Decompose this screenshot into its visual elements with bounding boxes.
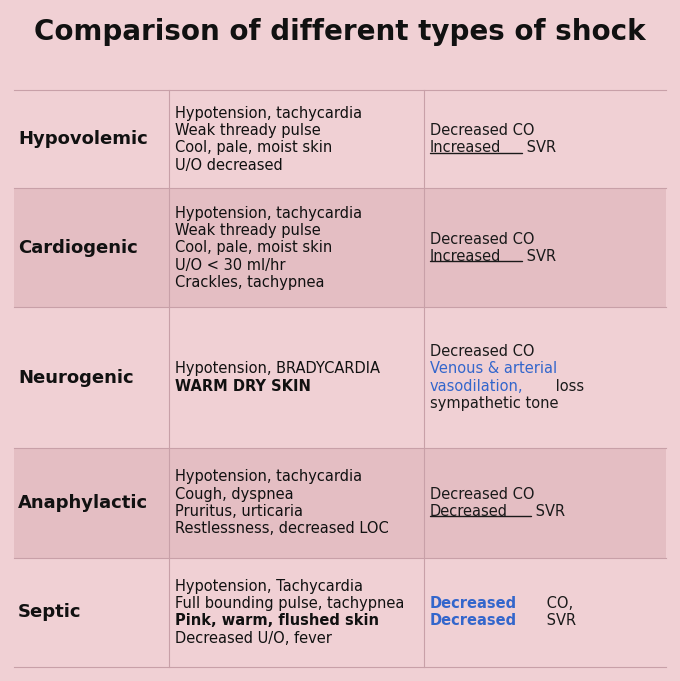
Text: Pink, warm, flushed skin: Pink, warm, flushed skin: [175, 614, 379, 629]
Bar: [14, 558, 666, 667]
Text: Weak thready pulse: Weak thready pulse: [175, 123, 321, 138]
Text: U/O < 30 ml/hr: U/O < 30 ml/hr: [175, 257, 286, 272]
Text: Decreased CO: Decreased CO: [430, 344, 534, 359]
Bar: [14, 307, 666, 448]
Text: SVR: SVR: [522, 140, 556, 155]
Text: Hypovolemic: Hypovolemic: [18, 130, 148, 148]
Text: Increased: Increased: [430, 140, 501, 155]
Text: Comparison of different types of shock: Comparison of different types of shock: [34, 18, 646, 46]
Text: Decreased: Decreased: [430, 614, 517, 629]
Text: Cool, pale, moist skin: Cool, pale, moist skin: [175, 240, 333, 255]
Text: Restlessness, decreased LOC: Restlessness, decreased LOC: [175, 522, 389, 537]
Bar: [14, 448, 666, 558]
Text: U/O decreased: U/O decreased: [175, 158, 283, 173]
Text: Pruritus, urticaria: Pruritus, urticaria: [175, 504, 303, 519]
Text: vasodilation,: vasodilation,: [430, 379, 524, 394]
Text: Hypotension, Tachycardia: Hypotension, Tachycardia: [175, 579, 363, 594]
Text: Hypotension, tachycardia: Hypotension, tachycardia: [175, 469, 362, 484]
Text: Crackles, tachypnea: Crackles, tachypnea: [175, 275, 324, 290]
Text: Decreased CO: Decreased CO: [430, 232, 534, 247]
Text: Full bounding pulse, tachypnea: Full bounding pulse, tachypnea: [175, 596, 405, 611]
Text: Cough, dyspnea: Cough, dyspnea: [175, 487, 294, 502]
Text: Cool, pale, moist skin: Cool, pale, moist skin: [175, 140, 333, 155]
Text: Weak thready pulse: Weak thready pulse: [175, 223, 321, 238]
Text: Hypotension, tachycardia: Hypotension, tachycardia: [175, 206, 362, 221]
Text: Cardiogenic: Cardiogenic: [18, 239, 138, 257]
Text: CO,: CO,: [543, 596, 573, 611]
Text: loss: loss: [551, 379, 583, 394]
Text: Septic: Septic: [18, 603, 82, 621]
Text: Decreased: Decreased: [430, 504, 508, 519]
Text: Decreased CO: Decreased CO: [430, 123, 534, 138]
Bar: [14, 90, 666, 189]
Text: SVR: SVR: [543, 614, 577, 629]
Text: SVR: SVR: [522, 249, 556, 264]
Text: Decreased: Decreased: [430, 596, 517, 611]
Text: Increased: Increased: [430, 249, 501, 264]
Text: WARM DRY SKIN: WARM DRY SKIN: [175, 379, 311, 394]
Text: sympathetic tone: sympathetic tone: [430, 396, 558, 411]
Bar: [14, 189, 666, 307]
Text: Venous & arterial: Venous & arterial: [430, 362, 557, 377]
Text: Anaphylactic: Anaphylactic: [18, 494, 148, 512]
Text: Decreased U/O, fever: Decreased U/O, fever: [175, 631, 332, 646]
Text: Decreased CO: Decreased CO: [430, 487, 534, 502]
Text: SVR: SVR: [530, 504, 565, 519]
Text: Neurogenic: Neurogenic: [18, 368, 134, 387]
Text: Hypotension, BRADYCARDIA: Hypotension, BRADYCARDIA: [175, 362, 380, 377]
Text: Hypotension, tachycardia: Hypotension, tachycardia: [175, 106, 362, 121]
